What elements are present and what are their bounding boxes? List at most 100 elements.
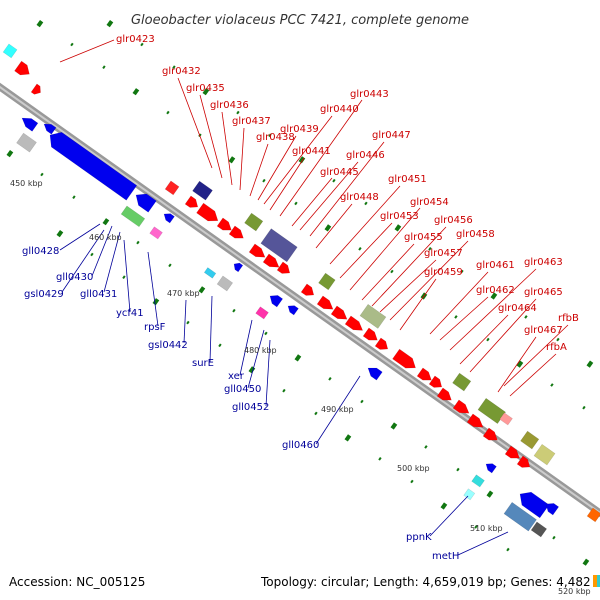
gene-label[interactable]: glr0467 — [524, 325, 563, 336]
feature-box — [260, 228, 298, 263]
gene-label[interactable]: glr0436 — [210, 100, 249, 111]
gene-label[interactable]: glr0441 — [292, 146, 331, 157]
gene-label[interactable]: gsl0429 — [24, 289, 64, 300]
legend-marker — [593, 575, 600, 587]
gene-label[interactable]: glr0448 — [340, 192, 379, 203]
gene-label[interactable]: glr0455 — [404, 232, 443, 243]
leader-line — [221, 111, 233, 186]
gene-label[interactable]: ppnK — [406, 532, 432, 543]
leader-line — [389, 240, 469, 321]
feature-box — [164, 180, 180, 196]
gene-label[interactable]: glr0457 — [424, 248, 463, 259]
gene-label[interactable]: ycf41 — [116, 308, 144, 319]
forward-gene-arrow — [436, 387, 452, 401]
tick-mark — [140, 42, 144, 47]
leader-line — [457, 531, 509, 556]
gene-label[interactable]: glr0447 — [372, 130, 411, 141]
gene-label[interactable]: glr0458 — [456, 229, 495, 240]
feature-box — [2, 43, 18, 59]
gene-label[interactable]: glr0439 — [280, 124, 319, 135]
feature-box — [255, 306, 269, 320]
gene-label[interactable]: gll0460 — [282, 440, 319, 451]
forward-gene-arrow — [248, 243, 266, 258]
forward-gene-arrow — [482, 427, 498, 441]
tick-mark — [460, 269, 464, 274]
leader-line — [497, 336, 537, 393]
gene-label[interactable]: glr0446 — [346, 150, 385, 161]
gene-label[interactable]: glr0438 — [256, 132, 295, 143]
tick-mark — [586, 360, 594, 368]
gene-label[interactable]: gll0428 — [22, 246, 59, 257]
gene-label[interactable]: gll0430 — [56, 272, 93, 283]
tick-mark — [328, 377, 332, 381]
tick-mark — [122, 275, 126, 280]
gene-label[interactable]: xer — [228, 371, 245, 382]
gene-label[interactable]: gsl0442 — [148, 340, 188, 351]
leader-line — [239, 127, 245, 191]
tick-mark — [394, 224, 402, 232]
scale-label: 510 kbp — [470, 524, 503, 533]
forward-gene-arrow — [452, 399, 470, 414]
tick-mark — [186, 320, 190, 325]
gene-label[interactable]: glr0432 — [162, 66, 201, 77]
forward-gene-arrow — [184, 195, 199, 208]
gene-label[interactable]: gll0452 — [232, 402, 269, 413]
gene-label[interactable]: glr0423 — [116, 34, 155, 45]
reverse-gene-arrow — [485, 463, 497, 474]
feature-box — [499, 412, 513, 426]
forward-gene-arrow — [362, 327, 378, 341]
reverse-gene-arrow — [233, 262, 244, 273]
gene-label[interactable]: glr0437 — [232, 116, 271, 127]
gene-label[interactable]: glr0459 — [424, 267, 463, 278]
tick-mark — [486, 490, 494, 498]
leader-line — [147, 251, 159, 327]
gene-label[interactable]: glr0435 — [186, 83, 225, 94]
forward-gene-arrow — [228, 225, 244, 239]
gene-label[interactable]: glr0440 — [320, 104, 359, 115]
tick-mark — [40, 172, 44, 177]
tick-mark — [582, 405, 586, 410]
tick-mark — [314, 411, 318, 416]
tick-mark — [70, 42, 74, 47]
gene-label[interactable]: glr0456 — [434, 215, 473, 226]
tick-mark — [102, 218, 110, 226]
tick-mark — [268, 133, 272, 138]
leader-line — [309, 141, 385, 237]
gene-label[interactable]: surE — [192, 358, 214, 369]
tick-mark — [358, 247, 362, 251]
forward-gene-arrow — [374, 337, 389, 350]
gene-label[interactable]: glr0465 — [524, 287, 563, 298]
leader-line — [503, 324, 569, 387]
gene-label[interactable]: rpsF — [144, 322, 166, 333]
tick-mark — [550, 383, 554, 387]
leader-line — [59, 39, 115, 63]
gene-label[interactable]: rfbB — [558, 313, 579, 324]
gene-label[interactable]: glr0453 — [380, 211, 419, 222]
gene-label[interactable]: rfbA — [546, 342, 567, 353]
tick-mark — [378, 457, 382, 461]
gene-label[interactable]: metH — [432, 551, 459, 562]
leader-line — [361, 243, 415, 301]
tick-mark — [474, 525, 478, 529]
gene-label[interactable]: glr0451 — [388, 174, 427, 185]
feature-box — [216, 275, 234, 292]
leader-line — [263, 115, 333, 205]
gene-label[interactable]: glr0463 — [524, 257, 563, 268]
leader-line — [265, 339, 271, 407]
tick-mark — [298, 156, 306, 164]
gene-label[interactable]: glr0462 — [476, 285, 515, 296]
tick-mark — [202, 88, 210, 96]
leader-line — [269, 157, 305, 211]
gene-label[interactable]: gll0431 — [80, 289, 117, 300]
tick-mark — [424, 445, 428, 449]
gene-label[interactable]: glr0461 — [476, 260, 515, 271]
gene-label[interactable]: glr0445 — [320, 167, 359, 178]
tick-mark — [218, 343, 222, 348]
leader-line — [379, 259, 437, 313]
feature-box — [244, 212, 264, 232]
gene-label[interactable]: gll0450 — [224, 384, 261, 395]
gene-label[interactable]: glr0443 — [350, 89, 389, 100]
gene-label[interactable]: glr0464 — [498, 303, 537, 314]
gene-label[interactable]: glr0454 — [410, 197, 449, 208]
tick-mark — [582, 558, 590, 566]
